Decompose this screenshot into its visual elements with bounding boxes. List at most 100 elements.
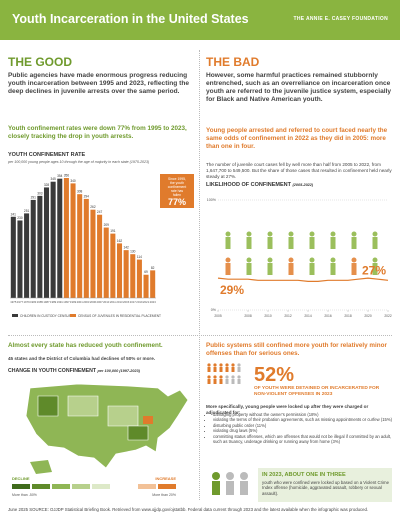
person-icon xyxy=(309,257,315,263)
value-label: 328 xyxy=(44,183,50,187)
box-text: youth who were confined were locked up b… xyxy=(262,480,389,496)
subheading: Youth confinement rates were down 77% fr… xyxy=(8,125,187,140)
section-heading: THE GOOD xyxy=(8,55,73,69)
value-label: 241 xyxy=(11,212,17,216)
x-tick-label: 1985 xyxy=(37,300,44,304)
map: DECLINE INCREASE More than -50% More tha… xyxy=(12,383,189,497)
legend-swatch xyxy=(52,484,70,489)
person-icon xyxy=(309,263,315,275)
value-label: 69 xyxy=(144,270,148,274)
bar xyxy=(123,250,129,298)
bar xyxy=(90,209,96,298)
end-label: 27% xyxy=(362,263,386,277)
subheading: Almost every state has reduced youth con… xyxy=(8,342,163,349)
legend-label: CENSUS OF JUVENILES IN RESIDENTIAL PLACE… xyxy=(78,314,161,318)
map-shape xyxy=(37,395,149,441)
bullet-item: violating drug laws (5%) xyxy=(213,428,399,433)
big-number: 52% xyxy=(254,364,295,386)
legend-label: INCREASE xyxy=(155,476,176,481)
person-icon xyxy=(372,257,378,263)
legend-swatch xyxy=(12,484,30,489)
bar xyxy=(43,187,50,298)
header-bar xyxy=(0,0,400,40)
person-icon xyxy=(225,237,231,249)
x-tick-label: 2018 xyxy=(344,314,352,318)
divider xyxy=(199,50,200,500)
bar xyxy=(63,178,69,298)
x-tick-label: 1987 xyxy=(43,300,50,304)
value-label: 142 xyxy=(123,246,129,250)
subheading: Young people arrested and referred to co… xyxy=(206,127,388,150)
person-icon xyxy=(225,263,231,275)
value-label: 340 xyxy=(70,179,76,183)
x-tick-label: 1991 xyxy=(57,300,64,304)
x-tick-label: 1997 xyxy=(63,300,70,304)
bar xyxy=(136,259,142,298)
legend-label: More than -50% xyxy=(12,493,37,497)
value-label: 130 xyxy=(130,250,136,254)
page-title: Youth Incarceration in the United States xyxy=(12,12,249,26)
bar xyxy=(17,220,23,298)
bar xyxy=(143,274,149,298)
value-label: 247 xyxy=(97,210,103,214)
footer: June 2025 SOURCE: OJJDP Statistical Brie… xyxy=(8,507,369,512)
person-icon xyxy=(330,237,336,249)
person-icon xyxy=(288,257,294,263)
people-icons xyxy=(212,472,248,495)
bar xyxy=(57,178,63,298)
bar xyxy=(24,213,30,298)
x-tick-label: 2012 xyxy=(284,314,292,318)
person-icon xyxy=(351,237,357,249)
map-shape xyxy=(30,460,52,474)
legend-swatch xyxy=(72,484,90,489)
bullet-item: damaging property without the owner's pe… xyxy=(213,412,399,417)
bar xyxy=(30,199,36,298)
person-icon xyxy=(330,257,336,263)
person-icon xyxy=(372,263,378,275)
person-icon xyxy=(351,231,357,237)
intro-text: Public agencies have made enormous progr… xyxy=(8,72,190,95)
value-label: 162 xyxy=(117,239,123,243)
x-tick-label: 2003 xyxy=(83,300,90,304)
map-shape xyxy=(143,416,153,424)
person-icon xyxy=(330,263,336,275)
x-tick-label: 1979 xyxy=(23,300,30,304)
person-icon xyxy=(288,263,294,275)
value-label: 303 xyxy=(37,191,43,195)
x-tick-label: 2007 xyxy=(96,300,103,304)
chart-title: LIKELIHOOD OF CONFINEMENT xyxy=(206,182,292,188)
map-title: CHANGE IN YOUTH CONFINEMENT per 100,000 … xyxy=(8,368,140,374)
x-tick-label: 2019 xyxy=(136,300,143,304)
chart-title: YOUTH CONFINEMENT RATE xyxy=(8,152,86,158)
icon-group xyxy=(207,363,235,384)
divider xyxy=(8,335,392,336)
x-tick-label: 1989 xyxy=(50,300,57,304)
bar xyxy=(110,233,116,298)
bar xyxy=(50,181,56,298)
person-icon xyxy=(246,257,252,263)
body-text: More specifically, young people were loc… xyxy=(206,404,369,415)
bar-chart: YOUTH CONFINEMENT RATE per 100,000 young… xyxy=(7,152,194,318)
value-label: 354 xyxy=(57,174,63,178)
legend-label: DECLINE xyxy=(12,476,30,481)
person-icon xyxy=(372,231,378,237)
logo: THE ANNIE E. CASEY FOUNDATION xyxy=(293,16,388,22)
value-label: 230 xyxy=(17,216,23,220)
big-text: OF YOUTH WERE DETAINED OR INCARCERATED F… xyxy=(254,386,380,397)
legend-label: More than 20% xyxy=(152,493,176,497)
bar xyxy=(103,227,109,298)
person-icon xyxy=(288,237,294,249)
subheading: Public systems still confined more youth… xyxy=(206,342,387,357)
value-label: 251 xyxy=(24,209,30,213)
value-label: 345 xyxy=(50,177,56,181)
section-heading: THE BAD xyxy=(206,55,260,69)
value-label: 114 xyxy=(137,255,142,259)
person-icon xyxy=(309,231,315,237)
bar xyxy=(37,195,43,298)
line-chart: LIKELIHOOD OF CONFINEMENT (2005-2022) 0%… xyxy=(206,182,392,318)
chart-subtitle: per 100,000 young people ages 10 through… xyxy=(7,160,149,164)
chart-subtitle: (2005-2022) xyxy=(292,183,313,187)
y-tick-label: 100% xyxy=(207,198,217,202)
callout-value: 77% xyxy=(168,197,186,207)
